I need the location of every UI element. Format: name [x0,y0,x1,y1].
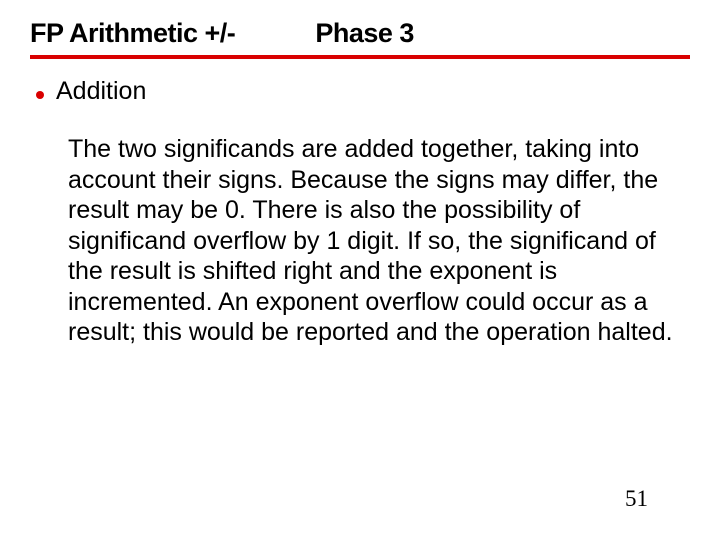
page-number: 51 [625,486,648,512]
title-row: FP Arithmetic +/- Phase 3 [30,18,690,53]
bullet-item: Addition [36,77,690,106]
bullet-label: Addition [56,77,146,106]
title-rule [30,55,690,59]
slide: FP Arithmetic +/- Phase 3 Addition The t… [0,0,720,540]
body-paragraph: The two significands are added together,… [68,134,680,348]
bullet-dot-icon [36,91,44,99]
title-left: FP Arithmetic +/- [30,18,235,49]
title-right: Phase 3 [315,18,414,49]
